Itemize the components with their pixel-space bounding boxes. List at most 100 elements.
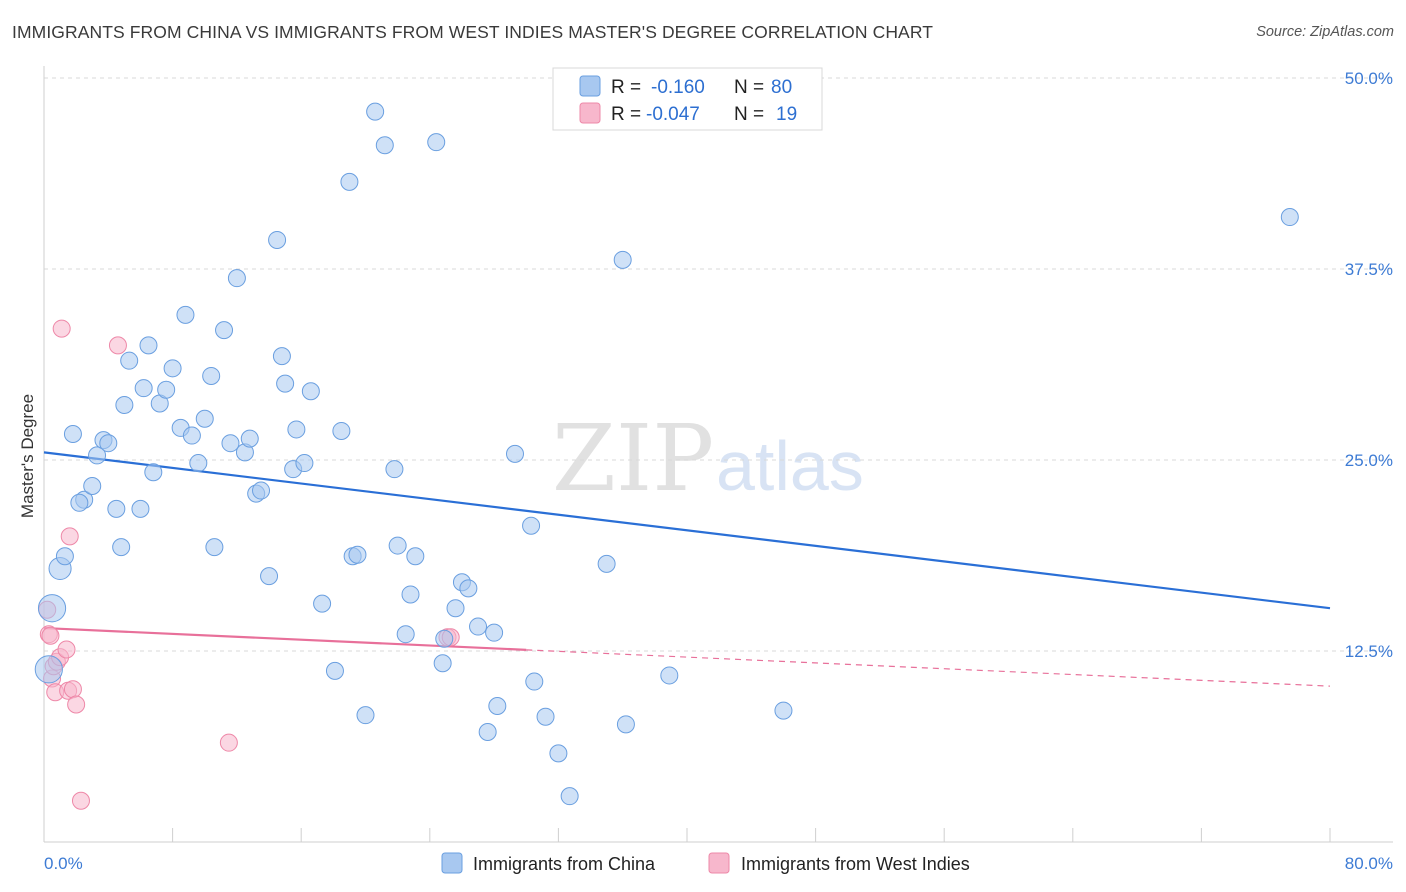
y-tick-labels: 12.5% 25.0% 37.5% 50.0%: [1345, 69, 1393, 661]
china-point-23: [182, 426, 201, 445]
west-indies-point-16: [219, 733, 238, 752]
west-indies-point-13: [67, 695, 86, 714]
watermark-atlas: atlas: [716, 427, 864, 505]
china-point-11: [112, 538, 131, 557]
west-indies-point-12: [63, 680, 82, 699]
china-point-26: [202, 366, 221, 385]
china-point-19: [157, 380, 176, 399]
bottom-legend-label-china[interactable]: Immigrants from China: [473, 854, 656, 874]
china-point-29: [221, 434, 240, 453]
china-point-12: [115, 395, 134, 414]
china-point-3: [63, 425, 82, 444]
china-point-53: [388, 536, 407, 555]
china-point-68: [522, 516, 541, 535]
west-indies-points: [38, 319, 460, 810]
china-point-58: [433, 654, 452, 673]
china-point-63: [469, 617, 488, 636]
legend-n-value-west-indies: 19: [776, 104, 797, 125]
bottom-legend-swatch-china[interactable]: [441, 852, 463, 874]
china-point-2: [55, 547, 74, 566]
china-point-65: [485, 623, 504, 642]
chart-title: IMMIGRANTS FROM CHINA VS IMMIGRANTS FROM…: [12, 22, 934, 42]
china-point-44: [325, 661, 344, 680]
china-point-41: [295, 454, 314, 473]
west-indies-point-14: [71, 791, 90, 810]
bottom-legend-swatch-west-indies[interactable]: [708, 852, 730, 874]
china-point-43: [313, 594, 332, 613]
china-point-0: [37, 594, 67, 623]
west-indies-point-15: [108, 336, 127, 355]
china-point-24: [189, 454, 208, 473]
china-point-55: [401, 585, 420, 604]
china-point-64: [478, 722, 497, 741]
china-point-59: [435, 629, 454, 648]
china-point-66: [488, 697, 507, 716]
china-point-49: [356, 706, 375, 725]
trend-line-0: [43, 451, 1331, 610]
trend-line-1-dashed: [526, 649, 1331, 687]
legend-r-value-west-indies: -0.047: [646, 104, 700, 125]
axes: [43, 66, 1393, 843]
china-point-28: [215, 321, 234, 340]
legend-swatch-west-indies: [579, 102, 601, 124]
china-point-35: [260, 567, 279, 586]
watermark-zip: ZIP: [552, 405, 714, 512]
legend-n-label-west-indies: N =: [734, 104, 764, 125]
china-point-74: [613, 250, 632, 269]
china-point-77: [774, 701, 793, 720]
x-tick-max: 80.0%: [1345, 854, 1393, 873]
china-point-48: [348, 545, 367, 564]
china-point-50: [366, 102, 385, 121]
china-point-42: [301, 382, 320, 401]
china-point-17: [144, 463, 163, 482]
correlation-legend: R = -0.160 N = 80 R = -0.047 N = 19: [552, 67, 823, 131]
y-tick-label-3: 50.0%: [1345, 69, 1393, 88]
china-point-75: [616, 715, 635, 734]
china-point-73: [597, 554, 616, 573]
bottom-legend-label-west-indies[interactable]: Immigrants from West Indies: [741, 854, 970, 874]
china-point-76: [660, 666, 679, 685]
china-point-25: [195, 409, 214, 428]
china-point-78: [1280, 208, 1299, 227]
series-legend: Immigrants from China Immigrants from We…: [441, 852, 970, 874]
china-point-9: [99, 434, 118, 453]
china-point-71: [549, 744, 568, 763]
china-point-69: [525, 672, 544, 691]
china-point-72: [560, 787, 579, 806]
y-tick-label-1: 25.0%: [1345, 451, 1393, 470]
china-point-34: [252, 481, 271, 500]
china-point-16: [139, 336, 158, 355]
china-point-51: [375, 136, 394, 155]
china-point-45: [332, 421, 351, 440]
china-points: [34, 102, 1299, 806]
china-point-38: [276, 374, 295, 393]
legend-swatch-china: [579, 75, 601, 97]
west-indies-point-9: [57, 640, 76, 659]
china-point-70: [536, 707, 555, 726]
china-point-46: [340, 172, 359, 191]
legend-r-label-china: R =: [611, 77, 641, 98]
y-tick-label-0: 12.5%: [1345, 642, 1393, 661]
legend-r-label-west-indies: R =: [611, 104, 641, 125]
china-point-60: [446, 599, 465, 618]
china-point-54: [396, 625, 415, 644]
china-point-27: [205, 538, 224, 557]
china-point-32: [240, 429, 259, 448]
west-indies-point-2: [41, 626, 60, 645]
china-point-6: [83, 476, 102, 495]
china-point-62: [459, 579, 478, 598]
china-point-37: [272, 347, 291, 366]
y-axis-label: Master's Degree: [18, 394, 37, 518]
china-point-79: [34, 655, 63, 684]
china-point-56: [406, 547, 425, 566]
china-point-22: [176, 305, 195, 324]
gridlines: [44, 77, 1393, 652]
legend-n-value-china: 80: [771, 77, 792, 98]
west-indies-point-8: [52, 319, 71, 338]
china-point-7: [88, 446, 107, 465]
china-point-30: [227, 269, 246, 288]
china-point-10: [107, 499, 126, 518]
legend-n-label-china: N =: [734, 77, 764, 98]
china-point-36: [268, 230, 287, 249]
